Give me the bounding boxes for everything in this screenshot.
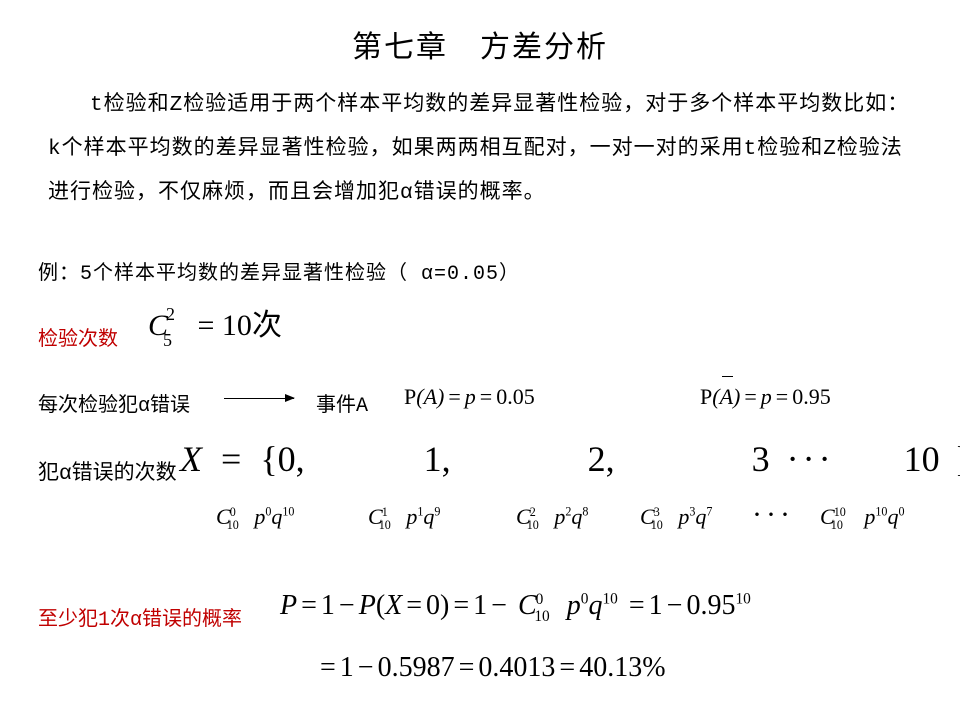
chapter-title: 第七章 方差分析 bbox=[0, 22, 960, 66]
label-each-test: 每次检验犯α错误 bbox=[38, 388, 190, 418]
formula-prob-line1: P=1−P(X=0)=1− C010 p0q10 =1−0.9510 bbox=[280, 590, 751, 626]
formula-x-set: X = {0, 1, 2, 3 ··· 10 } bbox=[180, 438, 950, 480]
cterm-1: C110 p1q9 bbox=[368, 504, 440, 533]
arrow-icon bbox=[224, 398, 294, 399]
formula-c52: C25 = 10次 bbox=[148, 300, 282, 347]
cterm-2: C210 p2q8 bbox=[516, 504, 588, 533]
label-x-count: 犯α错误的次数 bbox=[38, 456, 177, 486]
formula-prob-line2: =1−0.5987=0.4013=40.13% bbox=[316, 652, 666, 684]
example-line: 例：5个样本平均数的差异显著性检验（ α=0.05） bbox=[38, 256, 520, 286]
slide: 第七章 方差分析 t检验和Z检验适用于两个样本平均数的差异显著性检验，对于多个样… bbox=[0, 0, 960, 720]
intro-text: t检验和Z检验适用于两个样本平均数的差异显著性检验，对于多个样本平均数比如：k个… bbox=[48, 94, 909, 205]
cterm-dots: ··· bbox=[752, 498, 794, 532]
cterm-0: C010 p0q10 bbox=[216, 504, 294, 533]
label-event-a: 事件A bbox=[316, 388, 368, 418]
intro-paragraph: t检验和Z检验适用于两个样本平均数的差异显著性检验，对于多个样本平均数比如：k个… bbox=[48, 84, 918, 216]
label-at-least: 至少犯1次α错误的概率 bbox=[38, 602, 242, 632]
cterm-3: C310 p3q7 bbox=[640, 504, 712, 533]
formula-pa: P(A)=p=0.05 bbox=[404, 384, 535, 410]
label-check-count: 检验次数 bbox=[38, 322, 118, 352]
cterm-4: C1010 p10q0 bbox=[820, 504, 905, 533]
formula-pa-bar: P(A)=p=0.95 bbox=[700, 384, 831, 410]
